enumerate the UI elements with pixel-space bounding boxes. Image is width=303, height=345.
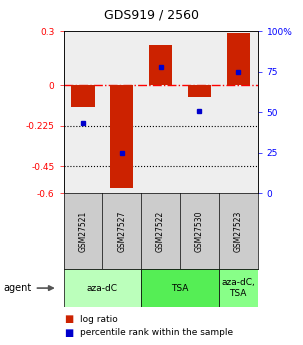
Bar bbox=[149, 46, 172, 85]
Bar bbox=[188, 85, 211, 97]
Text: aza-dC,
TSA: aza-dC, TSA bbox=[221, 278, 255, 298]
Bar bbox=[110, 85, 133, 188]
Text: TSA: TSA bbox=[171, 284, 189, 293]
Text: ■: ■ bbox=[64, 314, 73, 324]
Bar bbox=[64, 269, 141, 307]
Bar bbox=[72, 85, 95, 107]
Text: ■: ■ bbox=[64, 328, 73, 338]
Text: percentile rank within the sample: percentile rank within the sample bbox=[80, 328, 233, 337]
Text: aza-dC: aza-dC bbox=[87, 284, 118, 293]
Text: GSM27522: GSM27522 bbox=[156, 210, 165, 252]
Text: GSM27530: GSM27530 bbox=[195, 210, 204, 252]
Text: GDS919 / 2560: GDS919 / 2560 bbox=[104, 9, 199, 22]
Text: log ratio: log ratio bbox=[80, 315, 118, 324]
Bar bbox=[227, 33, 250, 85]
Bar bbox=[141, 269, 219, 307]
Text: agent: agent bbox=[3, 283, 31, 293]
Bar bbox=[219, 269, 258, 307]
Text: GSM27521: GSM27521 bbox=[78, 210, 88, 252]
Text: GSM27523: GSM27523 bbox=[234, 210, 243, 252]
Text: GSM27527: GSM27527 bbox=[117, 210, 126, 252]
